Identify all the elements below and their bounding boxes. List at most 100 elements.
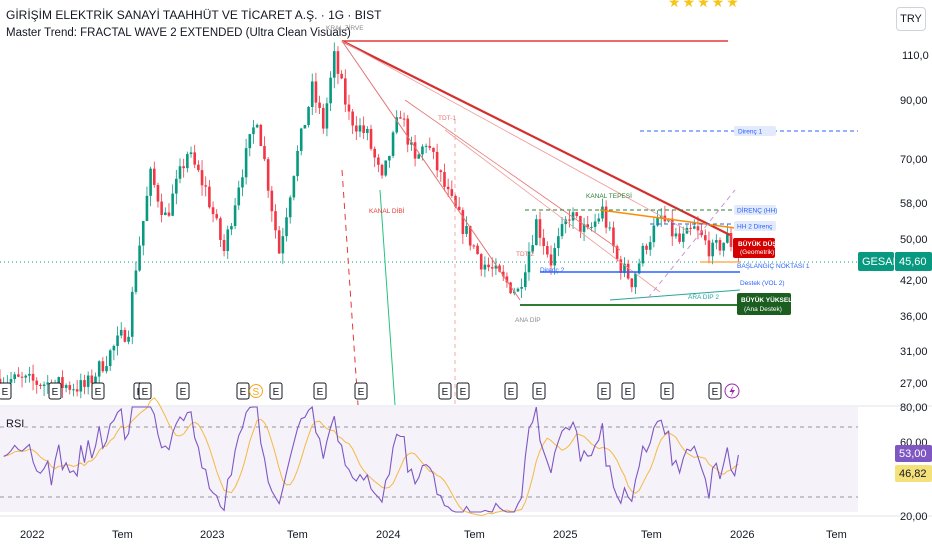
earnings-icon[interactable] xyxy=(354,382,368,400)
currency-button[interactable]: TRY xyxy=(896,7,926,31)
buyuk-yukselen-tag xyxy=(737,293,791,315)
candle-body xyxy=(498,265,501,272)
ara-dip-2-label: ARA DİP 2 xyxy=(688,292,719,301)
candle-body xyxy=(123,329,127,342)
candle-body xyxy=(417,154,421,159)
candle-body xyxy=(432,147,435,152)
candle-body xyxy=(318,102,321,108)
candle-body xyxy=(454,195,457,207)
candle-body xyxy=(219,218,222,240)
candle-body xyxy=(457,206,461,211)
candle-body xyxy=(362,125,365,133)
candle-body xyxy=(270,190,274,212)
earnings-icon[interactable] xyxy=(708,382,722,400)
candle-body xyxy=(105,366,108,372)
candle-body xyxy=(134,270,138,292)
candle-body xyxy=(241,177,244,188)
earnings-icon[interactable] xyxy=(176,382,190,400)
candle-body xyxy=(399,117,402,119)
candle-body xyxy=(97,361,101,377)
direnc-hh-label: DİRENÇ (HH) xyxy=(737,206,777,215)
rating-stars: ★★★★★ xyxy=(668,0,741,10)
candle-body xyxy=(175,178,178,194)
candle-body xyxy=(303,124,307,129)
candle-body xyxy=(252,127,255,135)
direnc-2-label: Direnç 2 xyxy=(540,267,565,274)
candle-body xyxy=(718,240,722,251)
candle-body xyxy=(9,379,13,383)
earnings-icon[interactable] xyxy=(597,382,611,400)
earnings-icon-letter: E xyxy=(52,387,59,398)
candle-body xyxy=(637,263,641,274)
symbol-tag xyxy=(858,252,894,271)
earnings-icon-letter: E xyxy=(273,387,280,398)
earnings-icon[interactable] xyxy=(138,382,152,400)
candle-body xyxy=(340,73,343,79)
candle-body xyxy=(101,361,105,372)
candle-body xyxy=(501,271,505,277)
earnings-icon[interactable] xyxy=(48,382,62,400)
candle-body xyxy=(336,51,340,74)
candle-body xyxy=(263,146,266,160)
candle-body xyxy=(215,214,219,219)
candle-body xyxy=(413,142,417,159)
earnings-icon[interactable] xyxy=(532,382,546,400)
candle-body xyxy=(108,350,112,367)
earnings-icon[interactable] xyxy=(621,382,635,400)
earnings-icon[interactable] xyxy=(91,382,105,400)
channel-line-1 xyxy=(341,40,521,301)
earnings-icon[interactable] xyxy=(313,382,327,400)
candle-body xyxy=(90,375,94,384)
candle-body xyxy=(130,291,134,337)
candle-body xyxy=(483,264,487,270)
candle-body xyxy=(410,142,413,145)
direnc-1-tag xyxy=(734,126,776,136)
time-label: Tem xyxy=(464,529,485,541)
candle-body xyxy=(435,151,439,171)
candle-body xyxy=(612,227,615,247)
direnc-hh-tag xyxy=(734,205,776,215)
candle-body xyxy=(182,166,185,169)
price-axis[interactable]: 110,0 90,00 70,00 58,00 50,00 42,00 36,0… xyxy=(858,50,932,390)
candle-body xyxy=(255,124,259,128)
earnings-icon[interactable] xyxy=(660,382,674,400)
last-price-tag xyxy=(895,252,932,271)
candle-body xyxy=(156,184,160,202)
candle-body xyxy=(641,245,645,264)
rsi-axis[interactable]: 80,00 60,00 20,00 53,00 46,82 xyxy=(895,402,932,523)
candle-body xyxy=(568,219,571,221)
earnings-icon[interactable] xyxy=(504,382,518,400)
candle-body xyxy=(46,382,50,385)
candle-body xyxy=(83,380,86,387)
candle-body xyxy=(443,172,446,187)
rsi-background xyxy=(0,407,858,512)
orange-resistance xyxy=(599,209,736,229)
candle-body xyxy=(193,152,196,165)
earnings-icon-letter: E xyxy=(460,387,467,398)
candle-body xyxy=(366,128,369,133)
candle-body xyxy=(160,201,163,215)
dividend-icon[interactable] xyxy=(249,384,263,398)
earnings-icon-letter: E xyxy=(180,387,187,398)
candle-body xyxy=(369,128,373,149)
candle-body xyxy=(626,263,630,279)
candle-body xyxy=(395,117,399,133)
time-label: 2024 xyxy=(376,529,400,541)
earnings-icon[interactable] xyxy=(269,382,283,400)
rsi-value-tag xyxy=(895,445,932,462)
event-markers[interactable]: EEEEEEEEEEEEEEEEEES xyxy=(0,382,740,400)
candle-body xyxy=(461,210,465,234)
time-axis[interactable]: 2022 Tem 2023 Tem 2024 Tem 2025 Tem 2026… xyxy=(20,529,847,541)
candle-body xyxy=(681,233,685,242)
ana-dip-label: ANA DİP xyxy=(515,315,541,324)
candle-body xyxy=(652,225,656,243)
earnings-icon[interactable] xyxy=(0,382,12,400)
candle-body xyxy=(520,287,523,289)
purple-trend xyxy=(647,189,736,299)
candle-body xyxy=(648,242,652,250)
drawings xyxy=(341,40,858,406)
earnings-icon[interactable] xyxy=(438,382,452,400)
candle-body xyxy=(222,239,226,252)
earnings-icon[interactable] xyxy=(456,382,470,400)
